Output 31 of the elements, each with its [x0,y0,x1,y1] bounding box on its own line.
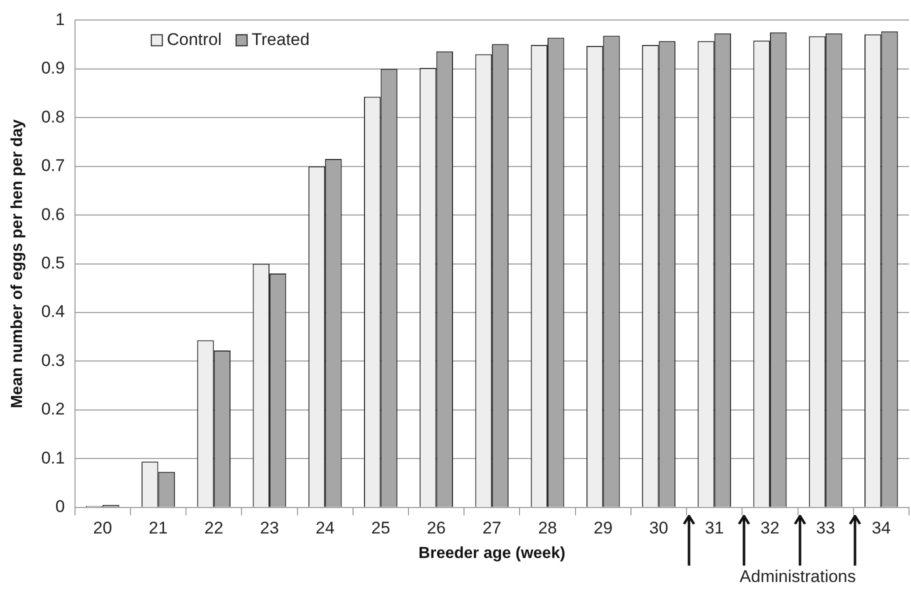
x-tick-label: 25 [371,518,390,538]
x-tick-label: 22 [204,518,224,538]
x-tick-label: 33 [816,518,836,538]
x-tick-label: 29 [594,518,613,538]
x-tick-label: 27 [482,518,502,538]
y-axis-title: Mean number of eggs per hen per day [9,119,26,408]
x-tick-label: 21 [148,518,168,538]
x-tick-label: 23 [260,518,279,538]
y-tick-label: 0.6 [41,204,65,224]
legend-label: Control [166,30,222,49]
y-tick-label: 0.9 [41,58,65,78]
x-tick-label: 28 [538,518,557,538]
x-axis-title: Breeder age (week) [418,544,566,562]
y-tick-label: 0.5 [41,253,65,272]
y-tick-label: 1 [55,10,65,29]
y-tick-label: 0.4 [41,302,65,322]
legend-label: Treated [252,30,310,49]
y-tick-label: 0.7 [41,156,65,176]
x-tick-label: 32 [760,518,780,538]
y-tick-label: 0.8 [41,107,65,126]
y-tick-label: 0.3 [41,350,65,370]
text: Administrations [740,567,856,586]
y-tick-label: 0.2 [41,400,65,419]
y-tick-label: 0 [55,497,65,516]
x-tick-label: 24 [316,518,335,538]
x-tick-label: 20 [93,518,112,538]
x-tick-label: 26 [426,518,446,538]
y-tick-label: 0.1 [41,448,65,468]
x-tick-label: 31 [704,518,724,538]
x-tick-label: 34 [872,518,891,538]
x-tick-label: 30 [649,518,668,538]
